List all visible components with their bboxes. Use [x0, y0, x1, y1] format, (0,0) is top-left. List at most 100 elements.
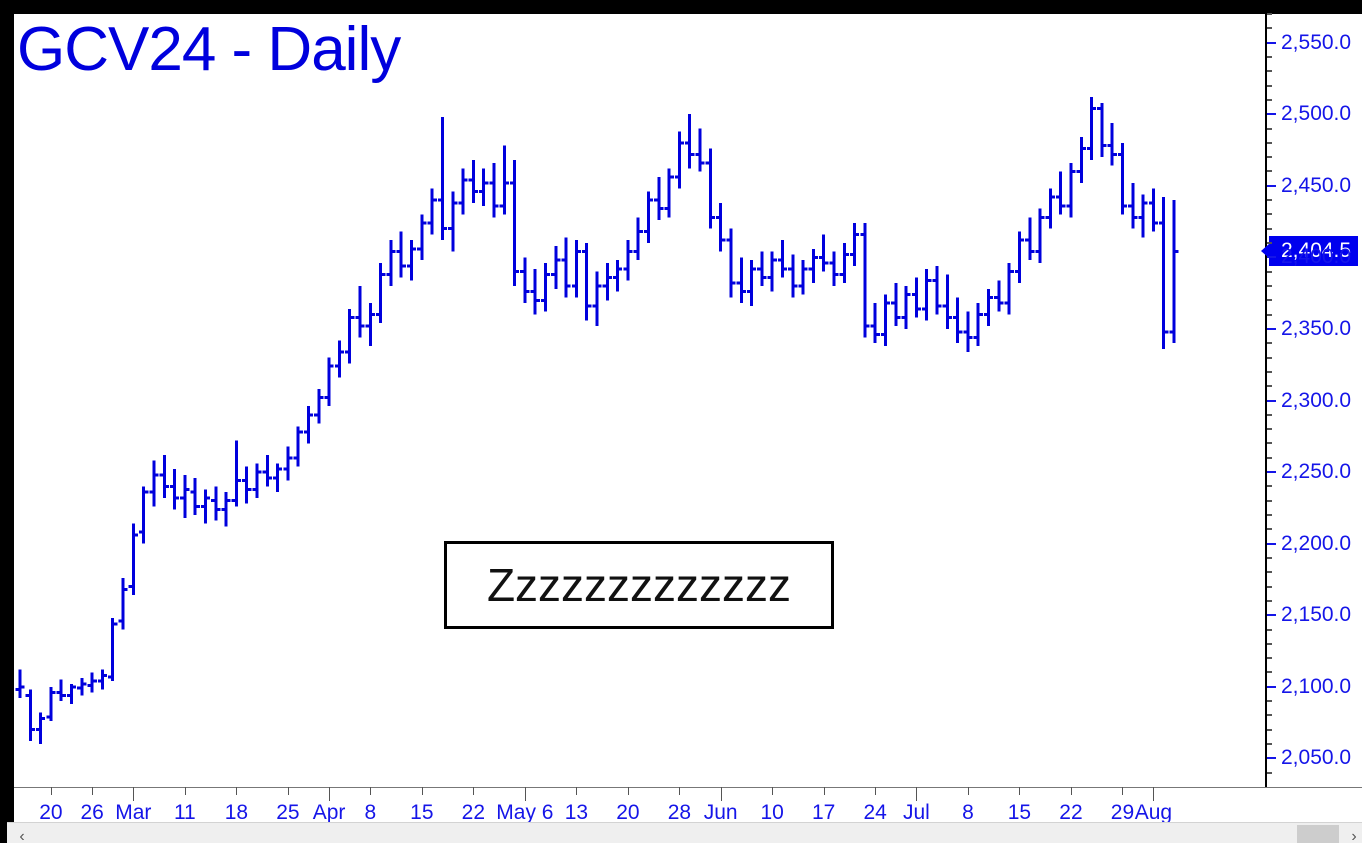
date-axis-tick [236, 787, 238, 795]
price-axis-label: 2,050.0 [1281, 746, 1352, 770]
price-axis-label: 2,100.0 [1281, 674, 1352, 698]
date-axis-tick [679, 787, 681, 795]
date-axis-tick [1070, 787, 1072, 795]
window-frame-left [7, 7, 14, 822]
price-axis-tick [1267, 685, 1276, 688]
horizontal-scrollbar[interactable]: ‹ › [7, 822, 1362, 843]
price-axis-minor-tick [1267, 485, 1272, 488]
price-axis-minor-tick [1267, 55, 1272, 58]
price-axis-minor-tick [1267, 227, 1272, 230]
date-axis-label: 17 [811, 801, 836, 824]
scroll-right-icon[interactable]: › [1351, 827, 1357, 843]
price-axis-minor-tick [1267, 499, 1272, 502]
price-axis-minor-tick [1267, 771, 1272, 774]
price-axis-tick [1267, 757, 1276, 760]
date-axis-tick [50, 787, 52, 795]
price-axis-minor-tick [1267, 313, 1272, 316]
axis-divider [1265, 7, 1267, 793]
price-axis-tick [1267, 184, 1276, 187]
price-axis-label: 2,250.0 [1281, 460, 1352, 484]
price-axis-minor-tick [1267, 299, 1272, 302]
price-axis-minor-tick [1267, 585, 1272, 588]
price-axis-minor-tick [1267, 156, 1272, 159]
price-axis-minor-tick [1267, 284, 1272, 287]
price-axis-minor-tick [1267, 728, 1272, 731]
date-axis-tick [967, 787, 969, 795]
price-axis-minor-tick [1267, 671, 1272, 674]
price-axis-tick [1267, 113, 1276, 116]
scroll-left-icon[interactable]: ‹ [19, 827, 25, 843]
price-axis-label: 2,300.0 [1281, 388, 1352, 412]
date-axis-label: 24 [863, 801, 887, 824]
price-axis-minor-tick [1267, 13, 1272, 15]
date-axis-tick [370, 787, 372, 795]
price-axis-minor-tick [1267, 700, 1272, 703]
date-axis-label: 8 [364, 801, 377, 824]
date-axis-tick [576, 787, 578, 795]
price-axis-minor-tick [1267, 84, 1272, 87]
date-axis-tick [287, 787, 289, 795]
date-axis-label: 15 [1007, 801, 1032, 824]
price-axis-minor-tick [1267, 141, 1272, 144]
price-axis-tick [1267, 327, 1276, 330]
date-axis-label: 22 [461, 801, 486, 824]
price-axis-label: 2,350.0 [1281, 316, 1352, 340]
price-axis-tick [1267, 399, 1276, 402]
date-axis-label: 25 [276, 801, 300, 824]
annotation-textbox[interactable]: Zzzzzzzzzzzzz [444, 541, 834, 629]
price-axis-minor-tick [1267, 27, 1272, 30]
price-axis-minor-tick [1267, 127, 1272, 130]
date-axis[interactable]: 20 26 Mar 11 18 25 Apr 8 15 22 May 6 13 20 28 Jun 10 17 2… [14, 787, 1362, 824]
date-axis-tick [184, 787, 186, 795]
date-axis-label: 26 [80, 801, 104, 824]
scrollbar-thumb[interactable] [1297, 825, 1339, 843]
date-axis-label: 20 [616, 801, 640, 824]
date-axis-label: 18 [224, 801, 249, 824]
price-axis[interactable]: 2,404.5 2,550.0 2,500.0 2,450.0 2,400.0 2,35… [1260, 7, 1362, 793]
price-axis-minor-tick [1267, 270, 1272, 273]
date-axis-tick [916, 787, 918, 801]
price-axis-minor-tick [1267, 657, 1272, 660]
date-axis-label: 11 [173, 801, 196, 824]
price-axis-minor-tick [1267, 342, 1272, 345]
price-axis-minor-tick [1267, 556, 1272, 559]
ohlc-bars-svg [15, 97, 1179, 745]
price-axis-minor-tick [1267, 428, 1272, 431]
date-axis-tick [875, 787, 877, 795]
date-axis-label: 8 [962, 801, 974, 824]
date-axis-label: 15 [410, 801, 434, 824]
price-axis-minor-tick [1267, 213, 1272, 216]
price-axis-minor-tick [1267, 385, 1272, 388]
price-axis-minor-tick [1267, 714, 1272, 717]
date-axis-tick [627, 787, 629, 795]
window-frame-top [7, 7, 1362, 14]
price-axis-minor-tick [1267, 170, 1272, 173]
date-axis-tick [1019, 787, 1021, 795]
x-axis-line [14, 787, 1362, 788]
date-axis-label: Jun [703, 801, 738, 824]
price-axis-label: 2,400.0 [1281, 245, 1352, 269]
date-axis-label: Apr [312, 801, 346, 824]
price-axis-minor-tick [1267, 456, 1272, 459]
price-plot-area[interactable] [14, 14, 1265, 787]
date-axis-label: Aug [1134, 801, 1173, 824]
price-axis-tick [1267, 256, 1276, 259]
date-axis-label: Jul [902, 801, 930, 824]
date-axis-label: 10 [760, 801, 784, 824]
price-axis-label: 2,550.0 [1281, 30, 1352, 54]
price-axis-minor-tick [1267, 98, 1272, 101]
date-axis-label: 20 [39, 801, 63, 824]
price-axis-minor-tick [1267, 599, 1272, 602]
price-axis-minor-tick [1267, 514, 1272, 517]
price-axis-minor-tick [1267, 242, 1272, 245]
date-axis-tick [1122, 787, 1124, 795]
price-axis-tick [1267, 41, 1276, 44]
price-axis-minor-tick [1267, 628, 1272, 631]
price-axis-minor-tick [1267, 356, 1272, 359]
price-axis-minor-tick [1267, 413, 1272, 416]
price-axis-label: 2,500.0 [1281, 102, 1352, 126]
price-axis-tick [1267, 614, 1276, 617]
date-axis-tick [329, 787, 331, 801]
date-axis-label: 28 [667, 801, 692, 824]
